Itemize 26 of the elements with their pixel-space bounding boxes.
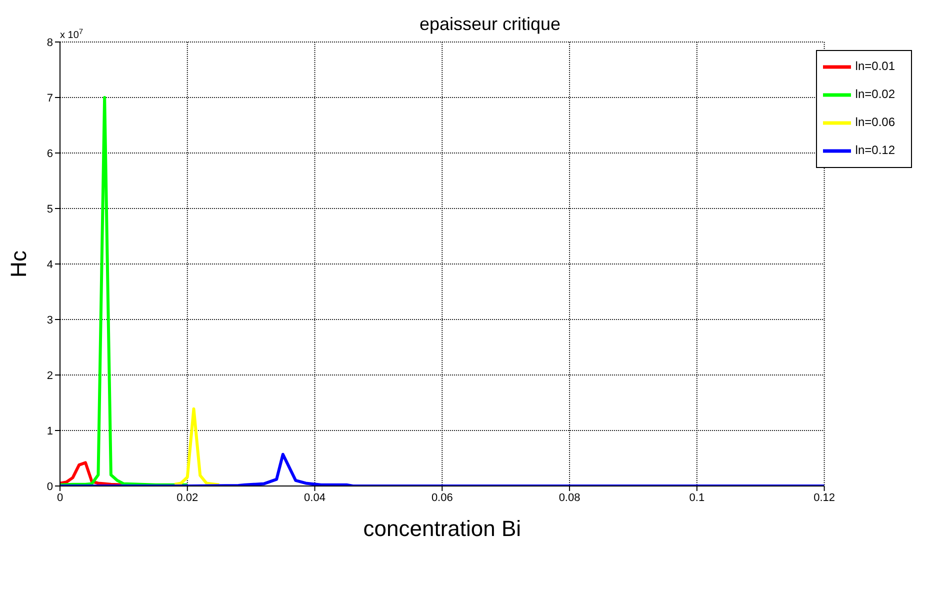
x-axis-title: concentration Bi: [363, 516, 522, 541]
legend-label: ln=0.12: [855, 143, 895, 158]
y-tick-label: 1: [46, 425, 53, 438]
x-tick-label: 0.04: [304, 492, 326, 504]
y-axis-title: Hc: [6, 250, 31, 278]
chart-title: epaisseur critique: [419, 14, 561, 34]
y-tick-label: 4: [46, 258, 53, 271]
legend-label: ln=0.06: [855, 115, 895, 130]
y-tick-label: 5: [46, 203, 53, 216]
x-tick-label: 0: [56, 492, 64, 504]
x-tick-label: 0.06: [431, 492, 453, 504]
x-tick-label: 0.02: [176, 492, 198, 504]
legend-label: ln=0.02: [855, 87, 895, 102]
x-tick-label: 0.12: [814, 492, 836, 504]
y-tick-label: 6: [46, 148, 53, 160]
text: x 10$^{7}$: [60, 26, 84, 41]
y-tick-label: 7: [46, 92, 53, 104]
line-series: [173, 407, 221, 486]
y-tick-label: 0: [46, 480, 53, 493]
line-series: [60, 96, 189, 486]
y-tick-label: 3: [46, 314, 53, 326]
x-tick-label: 0.08: [558, 492, 580, 504]
y-tick-label: 2: [46, 370, 53, 382]
y-tick-label: 8: [46, 36, 53, 49]
legend-label: ln=0.01: [855, 59, 895, 74]
x-tick-label: 0.1: [689, 492, 705, 504]
